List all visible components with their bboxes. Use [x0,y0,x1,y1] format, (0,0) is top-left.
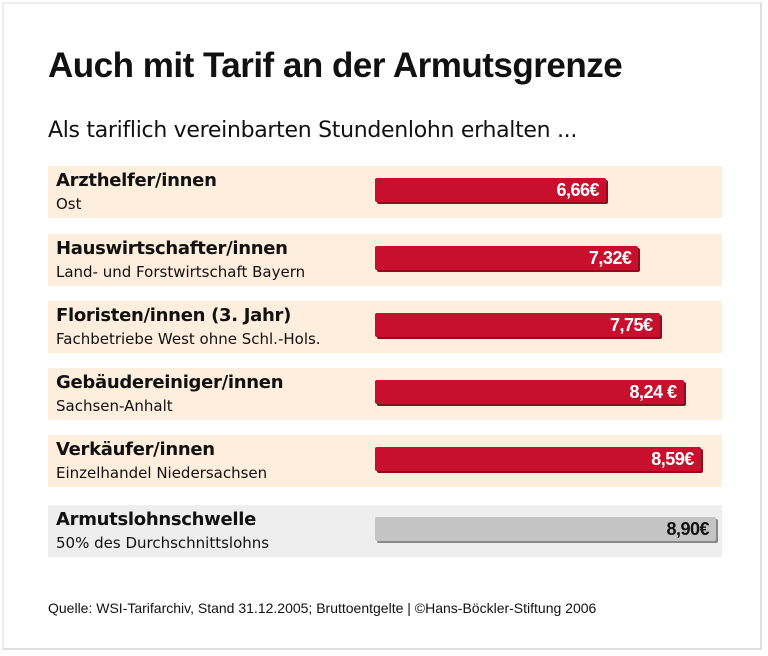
category-sublabel: Einzelhandel Niedersachsen [56,464,268,482]
bar: 6,66€ [375,178,606,202]
category-label: Floristen/innen (3. Jahr) [56,305,291,326]
bar: 8,24 € [375,380,684,404]
bar: 8,59€ [375,447,701,471]
category-label: Verkäufer/innen [56,439,215,460]
bar-row: Gebäudereiniger/innen Sachsen-Anhalt 8,24 … [48,368,722,420]
value-label: 8,59€ [651,449,694,469]
value-label: 8,24 € [629,382,678,402]
bar-row: Floristen/innen (3. Jahr) Fachbetriebe We… [48,301,722,353]
category-sublabel: Land- und Forstwirtschaft Bayern [56,263,306,281]
category-label: Hauswirtschafter/innen [56,238,288,259]
category-sublabel: Fachbetriebe West ohne Schl.-Hols. [56,330,321,348]
category-sublabel: Sachsen-Anhalt [56,397,173,415]
value-label: 6,66€ [556,180,599,200]
bar-row: Arzthelfer/innen Ost 6,66€ [48,166,722,218]
category-sublabel: 50% des Durchschnittslohns [56,534,270,552]
category-label: Armutslohnschwelle [56,509,257,530]
bar-row: Verkäufer/innen Einzelhandel Niedersachse… [48,435,722,487]
category-label: Gebäudereiniger/innen [56,372,284,393]
bar-row: Hauswirtschafter/innen Land- und Forstwir… [48,234,722,286]
value-label: 7,32€ [588,248,632,268]
threshold-bar: 8,90€ [375,517,716,541]
value-label: 7,75€ [609,315,653,335]
source-note: Quelle: WSI-Tarifarchiv, Stand 31.12.200… [48,600,597,616]
category-label: Arzthelfer/innen [56,170,217,191]
chart-subtitle: Als tariflich vereinbarten Stundenlohn e… [48,118,578,143]
chart-title: Auch mit Tarif an der Armutsgrenze [48,46,623,85]
bar: 7,75€ [375,313,660,337]
infographic: Auch mit Tarif an der Armutsgrenze Als t… [2,2,762,650]
category-sublabel: Ost [56,195,82,213]
threshold-row: Armutslohnschwelle 50% des Durchschnittsl… [48,505,722,557]
value-label: 8,90€ [666,519,709,539]
bar: 7,32€ [375,246,639,270]
